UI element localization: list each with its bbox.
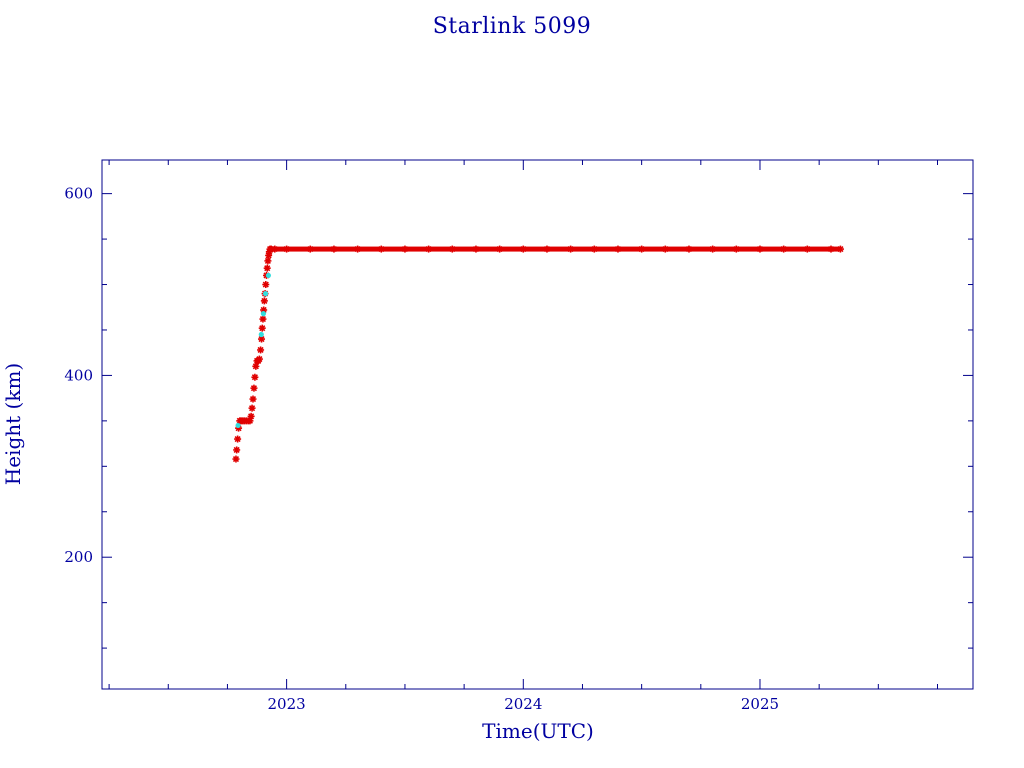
data-point-stroke <box>264 257 271 264</box>
data-point <box>249 395 257 403</box>
data-point <box>257 346 265 354</box>
data-point <box>260 297 268 305</box>
data-point-stroke <box>233 446 240 454</box>
data-point-stroke <box>251 374 258 381</box>
y-tick-label: 200 <box>64 548 93 566</box>
x-tick-label: 2023 <box>268 695 306 713</box>
data-point-stroke <box>248 413 255 420</box>
mid-plateau-band <box>257 358 261 364</box>
data-point <box>252 362 260 370</box>
data-point <box>258 324 266 332</box>
data-point-stroke <box>264 265 271 272</box>
data-point-stroke <box>261 297 268 304</box>
y-tick-label: 400 <box>64 366 93 384</box>
chart-title: Starlink 5099 <box>432 14 592 39</box>
x-tick-label: 2025 <box>741 695 779 713</box>
data-point-stroke <box>259 315 267 323</box>
data-point-stroke <box>262 281 269 288</box>
data-point-secondary <box>235 422 241 429</box>
data-point-secondary <box>262 291 269 297</box>
points-layer <box>232 245 844 463</box>
data-point-stroke <box>259 325 266 332</box>
data-point <box>263 264 271 272</box>
ticks-layer: 2023 2024 2025 200 400 600 <box>64 160 973 713</box>
data-point <box>262 281 270 289</box>
data-point-secondary <box>260 311 267 317</box>
data-point <box>234 435 242 443</box>
plot-frame <box>101 159 974 690</box>
data-point-stroke <box>248 405 256 412</box>
data-point-stroke <box>252 363 259 370</box>
x-tick-label: 2024 <box>504 695 542 713</box>
plateau-band <box>270 246 841 252</box>
data-point-stroke <box>234 435 241 443</box>
y-axis-label: Height (km) <box>1 363 25 485</box>
data-point-stroke <box>232 455 240 463</box>
x-axis-label: Time(UTC) <box>482 719 594 743</box>
low-plateau-band <box>238 418 250 424</box>
data-point <box>251 373 259 381</box>
data-point-stroke <box>250 385 258 392</box>
data-point <box>259 315 267 323</box>
data-point <box>250 384 258 392</box>
data-point-stroke <box>258 335 265 343</box>
data-point-secondary <box>265 272 271 279</box>
data-point-secondary <box>258 331 264 338</box>
data-point <box>233 446 241 454</box>
data-point <box>248 404 256 412</box>
data-point <box>232 455 240 463</box>
data-point-stroke <box>257 346 264 354</box>
data-point-stroke <box>249 395 257 403</box>
y-tick-label: 600 <box>64 185 93 203</box>
data-point <box>247 412 255 420</box>
